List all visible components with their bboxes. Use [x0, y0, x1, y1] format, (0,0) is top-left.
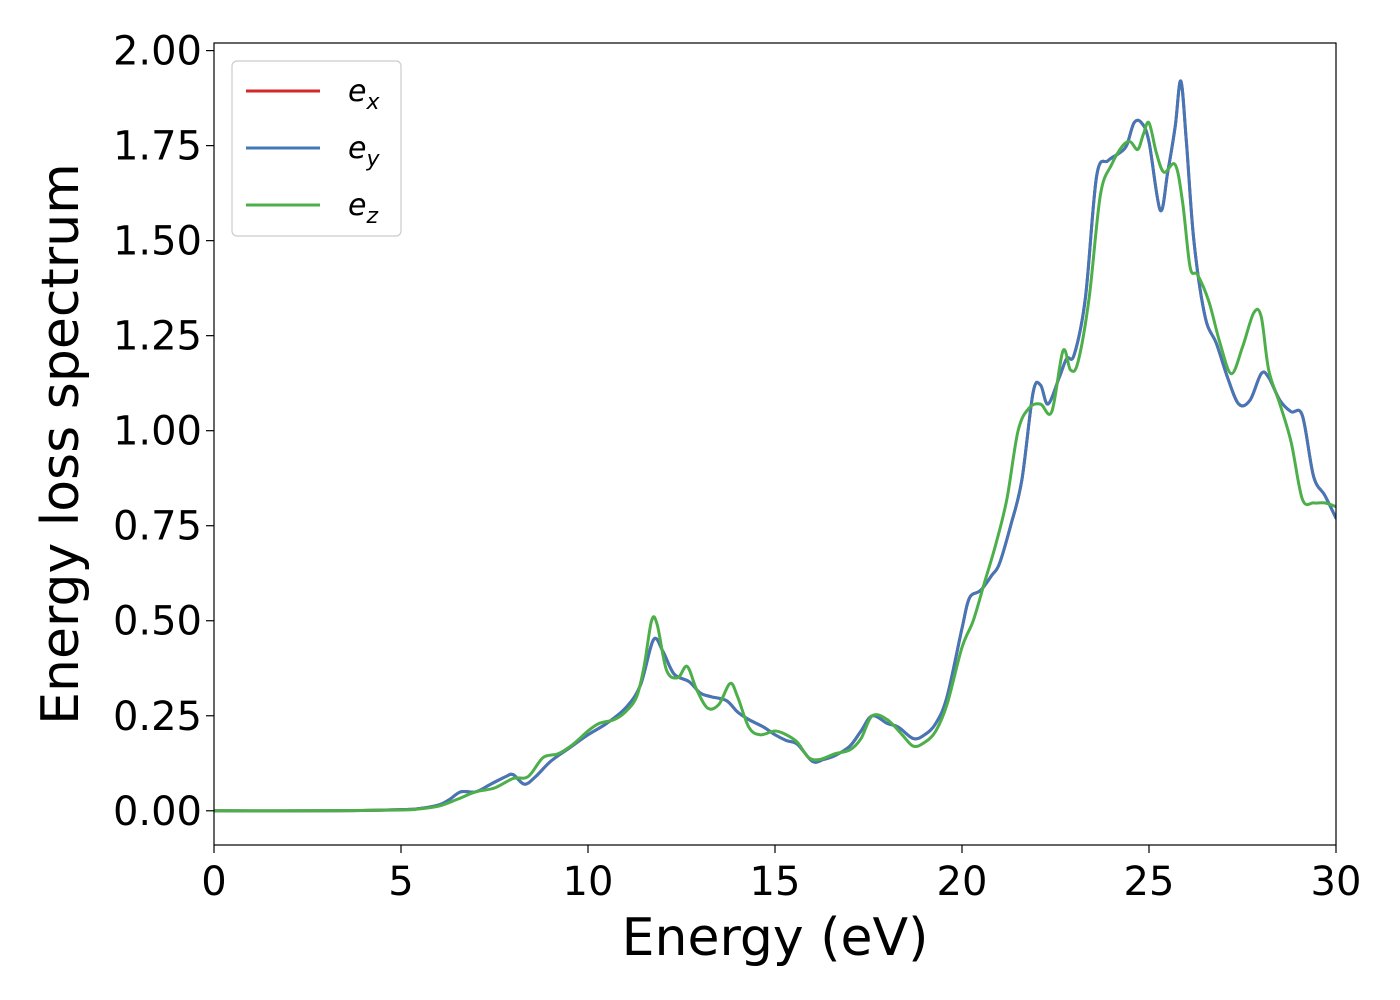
x-tick-label: 0 [201, 859, 226, 905]
y-tick-label: 0.00 [113, 789, 202, 835]
x-tick-label: 25 [1124, 859, 1175, 905]
x-tick-label: 10 [563, 859, 614, 905]
y-tick-label: 1.50 [113, 219, 202, 265]
series-line-z [214, 120, 1336, 813]
y-axis-label: Energy loss spectrum [31, 163, 91, 725]
x-tick-label: 20 [937, 859, 988, 905]
x-axis-label: Energy (eV) [622, 908, 929, 968]
x-tick-label: 15 [750, 859, 801, 905]
x-axis-ticks: 0 5 10 15 20 25 30 [201, 845, 1361, 905]
y-tick-label: 0.75 [113, 504, 202, 550]
legend-label-base: e [348, 131, 366, 166]
y-axis-ticks: 0.00 0.25 0.50 0.75 1.00 1.25 1.50 1.75 2.00 [113, 29, 214, 835]
x-tick-label: 5 [388, 859, 413, 905]
x-tick-label: 30 [1311, 859, 1362, 905]
y-tick-label: 1.00 [113, 409, 202, 455]
legend-label-subscript: z [365, 204, 378, 229]
legend-label-x: ex [348, 74, 380, 115]
legend-label-base: e [348, 74, 366, 109]
legend-label-base: e [348, 188, 366, 223]
y-tick-label: 0.25 [113, 694, 202, 740]
legend-label-subscript: y [365, 147, 380, 172]
y-tick-label: 1.25 [113, 314, 202, 360]
legend-label-y: ey [348, 131, 380, 172]
y-tick-label: 1.75 [113, 124, 202, 170]
series-layer [214, 79, 1336, 813]
legend-label-z: ez [348, 188, 378, 229]
y-tick-label: 2.00 [113, 29, 202, 75]
y-tick-label: 0.50 [113, 599, 202, 645]
legend-label-subscript: x [365, 90, 380, 115]
